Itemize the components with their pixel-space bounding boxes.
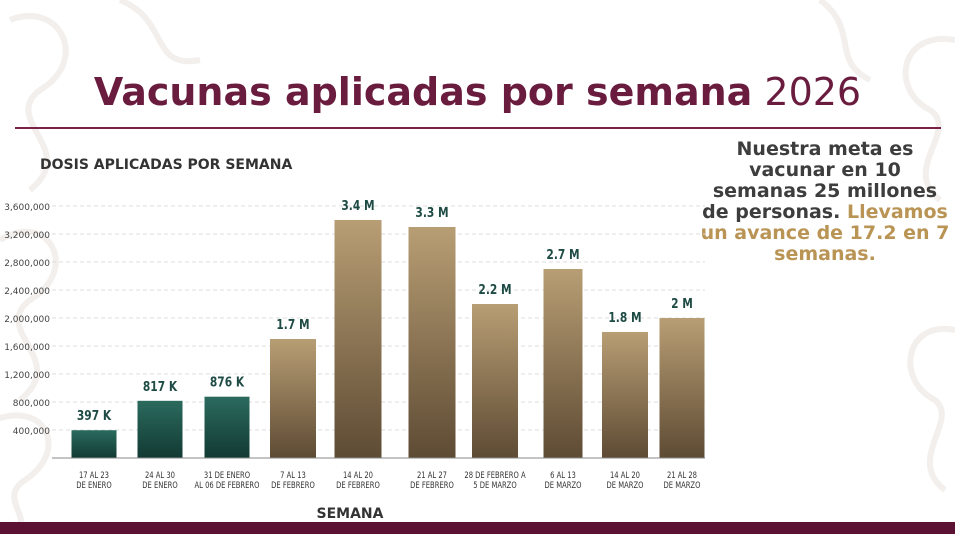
y-tick-label: 3,600,000 <box>4 203 50 213</box>
data-label: 2.2 M <box>478 282 511 297</box>
y-tick-label: 800,000 <box>13 399 50 409</box>
title-year: 2026 <box>764 70 862 114</box>
y-axis-ticks: 400,000 800,000 1,200,000 1,600,000 2,000,00… <box>4 203 50 437</box>
data-label: 2 M <box>671 296 693 311</box>
bar <box>270 339 316 458</box>
x-tick-label: DE MARZO <box>664 480 701 490</box>
goal-note-text: Nuestra meta es vacunar en 10 semanas 25… <box>702 138 938 223</box>
bars <box>71 220 705 458</box>
data-label: 1.7 M <box>276 317 309 332</box>
x-tick-label: DE MARZO <box>545 480 582 490</box>
x-tick-label: DE FEBRERO <box>271 480 315 490</box>
y-tick-label: 3,200,000 <box>4 231 50 241</box>
y-tick-label: 1,600,000 <box>4 343 50 353</box>
bar <box>71 430 117 458</box>
data-label: 876 K <box>210 375 245 390</box>
progress-note-text: Llevamos un avance de 17.2 en 7 semanas. <box>700 201 950 265</box>
x-tick-label: 28 DE FEBRERO A <box>464 470 526 480</box>
data-label: 397 K <box>77 408 112 423</box>
x-tick-label: 14 AL 20 <box>343 470 373 480</box>
bar <box>334 220 382 458</box>
x-tick-label: DE ENERO <box>142 480 177 490</box>
bar <box>408 227 456 458</box>
x-tick-label: 7 AL 13 <box>280 470 306 480</box>
x-tick-label: AL 06 DE FEBRERO <box>194 480 259 490</box>
x-tick-label: 14 AL 20 <box>610 470 640 480</box>
x-tick-label: 17 AL 23 <box>79 470 109 480</box>
y-tick-label: 2,000,000 <box>4 315 50 325</box>
x-axis-title: SEMANA <box>316 506 384 522</box>
x-tick-label: DE MARZO <box>607 480 644 490</box>
title-main: Vacunas aplicadas por semana <box>93 70 753 114</box>
x-tick-label: 21 AL 28 <box>667 470 697 480</box>
bar <box>472 304 518 458</box>
x-tick-label: 5 DE MARZO <box>473 480 516 490</box>
y-tick-label: 2,400,000 <box>4 287 50 297</box>
y-tick-label: 1,200,000 <box>4 371 50 381</box>
bar <box>659 318 705 458</box>
title-divider <box>15 127 941 129</box>
footer-band <box>0 522 955 534</box>
bar <box>137 400 183 458</box>
goal-note: Nuestra meta es vacunar en 10 semanas 25… <box>700 139 950 265</box>
page-title: Vacunas aplicadas por semana 2026 <box>0 70 955 114</box>
chart-title: DOSIS APLICADAS POR SEMANA <box>40 157 293 173</box>
data-label: 3.3 M <box>415 205 448 220</box>
data-label: 817 K <box>143 379 178 394</box>
y-tick-label: 2,800,000 <box>4 259 50 269</box>
x-tick-label: DE FEBRERO <box>336 480 380 490</box>
bar <box>204 396 250 458</box>
data-label: 1.8 M <box>608 310 641 325</box>
x-tick-label: DE FEBRERO <box>410 480 454 490</box>
data-label: 2.7 M <box>546 247 579 262</box>
x-tick-label: DE ENERO <box>76 480 111 490</box>
y-tick-label: 400,000 <box>13 427 50 437</box>
x-tick-label: 24 AL 30 <box>145 470 175 480</box>
x-tick-label: 21 AL 27 <box>417 470 447 480</box>
data-labels: 397 K 817 K 876 K 1.7 M 3.4 M 3.3 M 2.2 M 2.7 M… <box>77 198 693 424</box>
data-label: 3.4 M <box>341 198 374 213</box>
x-tick-label: 31 DE ENERO <box>204 470 250 480</box>
bar <box>602 332 648 458</box>
bar <box>543 269 583 458</box>
x-tick-label: 6 AL 13 <box>550 470 576 480</box>
